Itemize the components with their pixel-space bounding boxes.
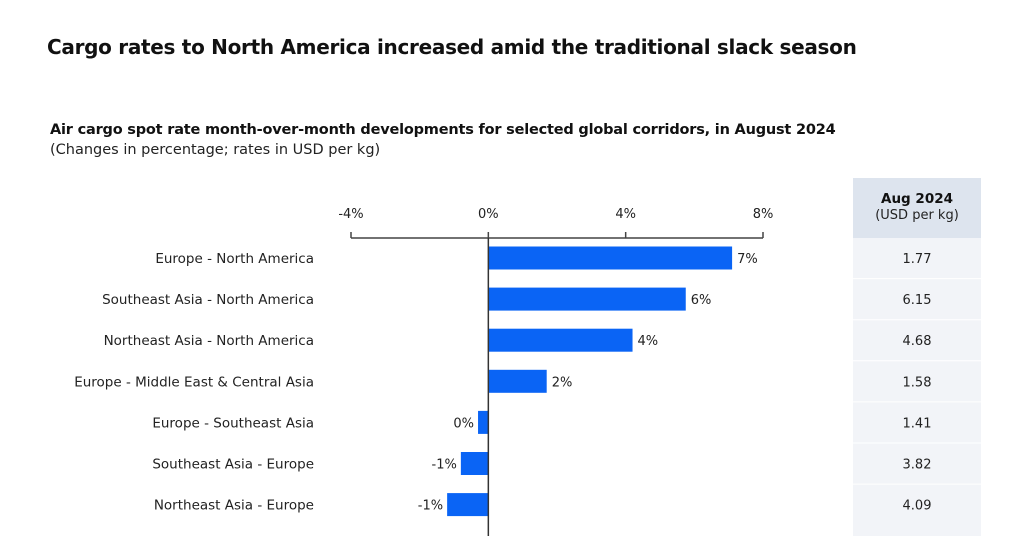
table-header-unit: (USD per kg) (875, 208, 959, 223)
x-tick-label: -4% (338, 207, 363, 222)
data-label: 7% (737, 252, 758, 267)
bar (488, 369, 547, 393)
table-cell: 1.77 (903, 252, 932, 267)
table-cell: 3.82 (903, 458, 932, 473)
x-tick-label: 0% (478, 207, 499, 222)
chart-subtitle: (Changes in percentage; rates in USD per… (50, 142, 381, 158)
data-label: 6% (691, 293, 712, 308)
table-header-background (853, 178, 981, 238)
table-cell: 1.41 (903, 416, 932, 431)
table-cell: 6.15 (903, 293, 932, 308)
data-label: 2% (552, 375, 573, 390)
category-label: Northeast Asia - Europe (154, 498, 314, 514)
data-label: -1% (418, 499, 443, 514)
bar (488, 328, 633, 352)
chart-title: Air cargo spot rate month-over-month dev… (50, 122, 836, 138)
category-label: Europe - Southeast Asia (152, 415, 314, 431)
table-cell: 4.09 (903, 499, 932, 514)
table-body-background (853, 238, 981, 536)
table-header: Aug 2024 (881, 191, 953, 207)
table-cell: 4.68 (903, 334, 932, 349)
bar (460, 452, 489, 475)
data-label: 0% (453, 416, 474, 431)
category-label: Northeast Asia - North America (104, 333, 314, 349)
bar (488, 287, 686, 311)
x-tick-label: 4% (615, 207, 636, 222)
bar (478, 410, 489, 434)
data-label: 4% (638, 334, 659, 349)
table-cell: 1.58 (903, 375, 932, 390)
category-label: Europe - North America (155, 251, 314, 267)
x-tick-label: 8% (753, 207, 774, 222)
category-label: Europe - Middle East & Central Asia (74, 374, 314, 390)
headline: Cargo rates to North America increased a… (47, 35, 857, 59)
category-label: Southeast Asia - North America (102, 292, 314, 308)
data-label: -1% (432, 458, 457, 473)
bar (488, 246, 733, 270)
category-label: Southeast Asia - Europe (152, 457, 314, 473)
bar (447, 493, 489, 517)
